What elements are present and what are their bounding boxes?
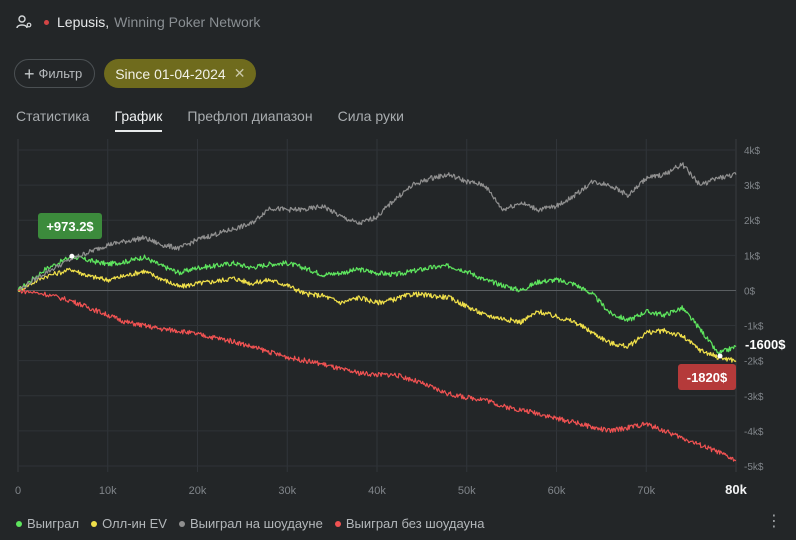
tab-0[interactable]: Статистика [16,108,90,124]
user-settings-icon[interactable] [16,13,34,31]
x-tick-label: 70k [637,485,655,497]
y-tick-label: 3k$ [744,181,761,192]
y-tick-label: -5k$ [744,462,764,473]
chart: 0 10k 20k 30k 40k 50k 60k 70k 80k 4k$ 3k$ 2k$ 1k$ 0$ -… [15,139,786,497]
legend-label: Олл-ин EV [102,516,167,531]
x-tick-label: 20k [189,485,207,497]
y-tick-label: 1k$ [744,251,761,262]
x-tick-label: 60k [548,485,566,497]
tab-1[interactable]: График [114,108,163,132]
name-separator: , [105,14,110,30]
network-name: Winning Poker Network [114,14,261,30]
x-tick-label: 30k [278,485,296,497]
legend-item[interactable]: Выиграл на шоудауне [178,516,323,531]
legend: Выиграл Олл-ин EV Выиграл на шоудауне Выигр… [16,516,496,531]
x-tick-label: 40k [368,485,386,497]
filter-button-label: Фильтр [38,66,83,81]
peak-label: +973.2$ [46,219,94,234]
filter-button[interactable]: + Фильтр [14,59,96,88]
header: Lepusis, Winning Poker Network [16,11,260,33]
tab-2[interactable]: Префлоп диапазон [187,108,313,124]
y-tick-label: -2k$ [744,357,764,368]
date-filter-label: Since 01-04-2024 [115,65,226,82]
close-icon[interactable]: ✕ [233,65,246,81]
legend-dot [334,520,341,527]
legend-dot [91,520,98,527]
tab-bar: Статистика График Префлоп диапазон Сила рук… [16,108,429,132]
legend-item[interactable]: Олл-ин EV [91,516,167,531]
tab-3[interactable]: Сила руки [337,108,404,124]
end-label-box [678,364,736,390]
legend-dot [16,520,22,527]
series-line [17,288,737,462]
peak-label-box [38,213,102,239]
legend-label: Выиграл на шоудауне [189,516,323,531]
legend-dot [178,520,185,527]
y-tick-label: 4k$ [744,146,761,157]
x-tick-label: 0 [15,485,21,497]
y-tick-label: -1k$ [744,322,764,333]
x-tick-label: 80k [725,482,747,497]
end-red-label: -1820$ [687,370,728,385]
end-value-label: -1600$ [745,337,786,352]
legend-item[interactable]: Выиграл [16,516,79,531]
filter-bar: + Фильтр Since 01-04-2024 ✕ [14,59,257,88]
end-marker [717,353,723,359]
peak-marker [69,253,75,259]
plus-icon: + [24,63,35,84]
y-tick-label: 2k$ [744,216,761,227]
legend-label: Выиграл без шоудауна [345,516,485,531]
player-name[interactable]: Lepusis [57,14,106,30]
legend-label: Выиграл [27,516,80,531]
date-filter-chip[interactable]: Since 01-04-2024 ✕ [104,59,257,88]
series-line [17,267,737,363]
legend-item[interactable]: Выиграл без шоудауна [334,516,485,531]
x-tick-label: 50k [458,485,476,497]
series-line [17,254,737,356]
more-vertical-icon[interactable]: ⋮ [766,513,782,530]
series-line [17,162,737,291]
status-dot [44,19,49,25]
y-tick-label: -4k$ [744,427,764,438]
y-tick-label: -3k$ [744,392,764,403]
x-tick-label: 10k [99,485,117,497]
y-tick-label: 0$ [744,286,756,297]
